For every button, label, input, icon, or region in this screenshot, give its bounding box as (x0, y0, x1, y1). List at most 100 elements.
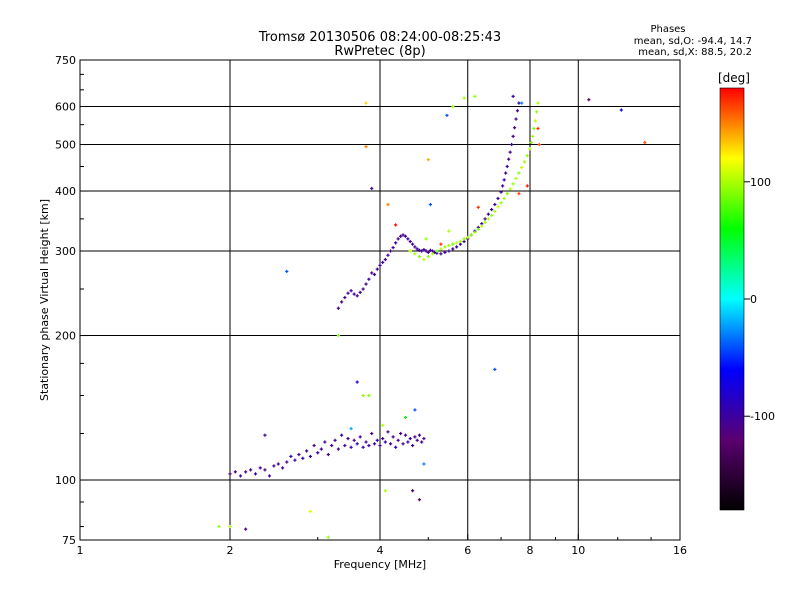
data-point (505, 164, 509, 169)
data-point (505, 192, 509, 196)
data-point (426, 250, 430, 255)
data-points (217, 94, 647, 539)
data-point (480, 224, 484, 228)
data-point (333, 438, 337, 442)
data-point (462, 96, 466, 100)
data-point (381, 423, 385, 427)
data-point (352, 438, 356, 442)
y-tick-label: 300 (55, 245, 76, 258)
data-point (413, 435, 417, 439)
data-point (535, 110, 539, 114)
data-point (504, 171, 508, 175)
data-point (422, 248, 426, 252)
data-point (375, 267, 379, 271)
data-point (525, 184, 529, 188)
data-point (413, 245, 417, 249)
data-point (386, 430, 390, 434)
data-point (370, 271, 374, 275)
data-point (490, 207, 494, 212)
data-point (455, 241, 459, 245)
colorbar-tick-label: 100 (750, 176, 771, 189)
data-point (399, 431, 403, 436)
data-point (490, 213, 494, 217)
data-point (486, 217, 490, 221)
data-point (469, 233, 473, 237)
data-point (532, 126, 536, 131)
data-point (422, 436, 426, 441)
data-point (372, 272, 377, 277)
data-point (340, 300, 344, 304)
x-tick-label: 16 (673, 544, 687, 557)
data-point (276, 462, 280, 466)
data-point (308, 509, 313, 514)
data-point (525, 154, 529, 158)
x-tick-label: 10 (571, 544, 585, 557)
data-point (388, 442, 393, 446)
data-point (285, 460, 289, 464)
data-point (433, 250, 437, 255)
data-point (413, 252, 417, 256)
data-point (424, 237, 428, 241)
y-tick-label: 500 (55, 139, 76, 152)
data-point (370, 431, 374, 436)
colorbar: [deg] 100 0 -100 (718, 71, 775, 511)
data-point (367, 443, 371, 448)
data-point (410, 443, 415, 448)
data-point (426, 255, 430, 259)
y-tick-label: 75 (62, 534, 76, 547)
data-point (508, 150, 512, 154)
data-point (447, 249, 451, 253)
data-point (508, 187, 512, 191)
data-point (364, 145, 368, 149)
data-point (361, 445, 365, 449)
data-point (403, 234, 408, 238)
colorbar-ticks: 100 0 -100 (744, 176, 775, 423)
data-point (316, 451, 320, 455)
data-point (399, 234, 403, 238)
data-point (253, 472, 258, 476)
data-point (391, 245, 395, 250)
data-point (263, 433, 267, 437)
data-point (587, 98, 591, 102)
data-point (383, 257, 387, 262)
data-point (473, 94, 477, 98)
data-point (430, 249, 435, 253)
y-tick-label: 400 (55, 185, 76, 198)
data-point (443, 250, 447, 255)
data-point (372, 442, 377, 446)
data-point (417, 498, 422, 502)
data-point (512, 126, 517, 130)
chart-title: Tromsø 20130506 08:24:00-08:25:43 (258, 30, 501, 45)
data-point (493, 367, 497, 372)
data-point (466, 235, 470, 240)
data-point (520, 101, 524, 105)
data-point (258, 466, 262, 470)
data-point (511, 182, 515, 186)
data-point (517, 192, 521, 196)
data-point (326, 452, 330, 457)
data-point (293, 458, 297, 462)
data-point (370, 186, 374, 191)
data-point (502, 196, 506, 201)
data-point (244, 527, 248, 531)
y-tick-label: 750 (55, 54, 76, 67)
data-point (233, 470, 237, 474)
data-point (462, 237, 466, 241)
data-point (417, 248, 422, 252)
data-point (383, 440, 387, 444)
data-point (428, 248, 433, 252)
data-point (346, 436, 350, 441)
colorbar-gradient (719, 87, 745, 511)
data-point (417, 433, 422, 437)
data-point (358, 435, 362, 439)
data-point (394, 223, 398, 227)
data-point (388, 249, 393, 253)
data-point (408, 249, 412, 253)
data-point (340, 433, 344, 437)
data-point (352, 292, 356, 296)
data-point (430, 252, 435, 256)
x-tick-label: 8 (527, 544, 534, 557)
data-point (536, 126, 540, 131)
data-point (499, 190, 503, 194)
